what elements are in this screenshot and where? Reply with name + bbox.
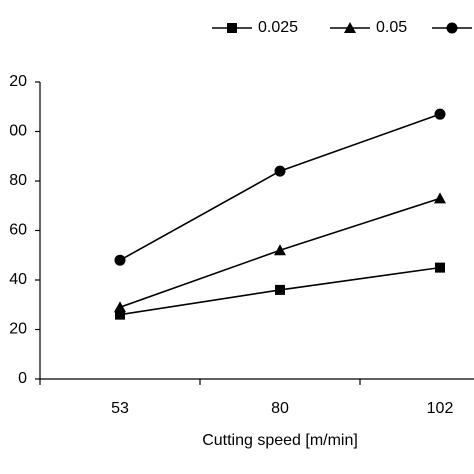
y-tick-label: 0 [18,370,27,387]
y-tick-label: 00 [9,123,27,140]
marker [434,108,446,120]
series-line [119,113,441,261]
x-tick-label: 53 [111,400,129,417]
legend-marker [446,22,458,34]
marker [115,309,125,320]
x-tick-label: 102 [427,400,454,417]
legend-label: 0.05 [376,19,407,36]
legend-marker [227,23,237,33]
marker [274,244,286,256]
marker [114,301,126,313]
marker [435,262,445,273]
legend-marker [344,22,356,33]
x-axis-title: Cutting speed [m/min] [202,432,358,449]
y-tick-label: 40 [9,271,27,288]
y-tick-label: 60 [9,222,27,239]
marker [434,192,446,204]
marker [274,165,286,177]
y-tick-label: 20 [9,321,27,338]
y-tick-label: 20 [9,73,27,90]
legend-label: 0.025 [258,19,298,36]
marker [275,284,285,295]
y-tick-label: 80 [9,172,27,189]
x-tick-label: 80 [271,400,289,417]
marker [114,254,126,266]
